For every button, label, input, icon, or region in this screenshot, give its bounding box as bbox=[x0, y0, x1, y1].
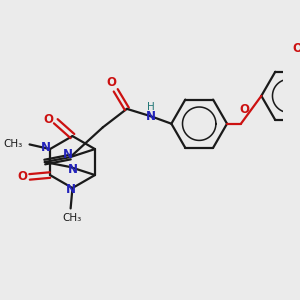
Text: CH₃: CH₃ bbox=[63, 213, 82, 223]
Text: O: O bbox=[44, 113, 53, 126]
Text: O: O bbox=[106, 76, 116, 89]
Text: N: N bbox=[68, 163, 78, 176]
Text: O: O bbox=[17, 170, 27, 183]
Text: N: N bbox=[146, 110, 156, 123]
Text: CH₃: CH₃ bbox=[3, 140, 22, 149]
Text: N: N bbox=[62, 148, 73, 161]
Text: O: O bbox=[292, 42, 300, 55]
Text: H: H bbox=[147, 102, 155, 112]
Text: N: N bbox=[66, 183, 76, 196]
Text: N: N bbox=[41, 141, 51, 154]
Text: O: O bbox=[239, 103, 249, 116]
